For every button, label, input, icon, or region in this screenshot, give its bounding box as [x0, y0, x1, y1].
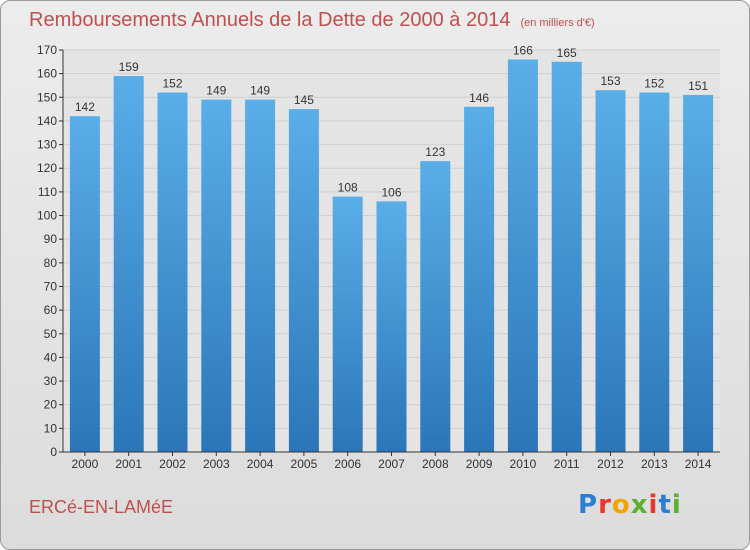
data-label-2008: 123: [425, 145, 445, 159]
bar-2014: [683, 94, 714, 452]
x-tick-label: 2010: [510, 457, 537, 471]
x-tick-label: 2014: [685, 457, 712, 471]
chart-title: Remboursements Annuels de la Dette de 20…: [29, 9, 595, 32]
logo-letter: o: [611, 490, 631, 520]
x-tick-label: 2011: [554, 457, 580, 471]
logo-letter: i: [671, 490, 682, 520]
x-tick-label: 2007: [378, 457, 405, 471]
bar-2000: [69, 116, 100, 452]
logo-letter: t: [658, 490, 672, 520]
bar-2005: [288, 109, 319, 452]
logo-letter: r: [598, 490, 612, 520]
logo-letter: i: [648, 490, 659, 520]
x-tick-label: 2005: [291, 457, 318, 471]
y-tick-label: 40: [44, 350, 58, 364]
data-label-2009: 146: [469, 91, 489, 105]
x-tick-label: 2002: [159, 457, 186, 471]
bar-2002: [157, 92, 188, 453]
x-tick-label: 2009: [466, 457, 493, 471]
commune-name: ERCé-EN-LAMéE: [29, 497, 174, 517]
data-label-2013: 152: [644, 77, 664, 91]
y-tick-label: 60: [44, 303, 58, 317]
bar-2001: [113, 76, 144, 452]
x-tick-label: 2001: [115, 457, 142, 471]
bar-2007: [376, 201, 407, 452]
data-label-2001: 159: [119, 60, 139, 74]
data-label-2007: 106: [381, 185, 401, 199]
y-tick-label: 30: [44, 374, 58, 388]
y-tick-label: 90: [44, 232, 58, 246]
x-tick-label: 2012: [597, 457, 624, 471]
y-tick-label: 100: [37, 209, 57, 223]
x-tick-label: 2004: [247, 457, 274, 471]
data-labels: 142 159 152 149 149 145 108 106 123 146 166 165 153 1…: [75, 43, 709, 199]
x-tick-label: 2008: [422, 457, 449, 471]
x-tick-label: 2003: [203, 457, 230, 471]
y-tick-label: 110: [38, 185, 57, 199]
bars: [69, 59, 714, 453]
x-tick-label: 2013: [641, 457, 668, 471]
y-tick-label: 0: [50, 445, 57, 459]
data-label-2010: 166: [513, 43, 533, 57]
bar-2006: [332, 196, 363, 452]
bar-2009: [464, 106, 495, 453]
bar-2003: [201, 99, 232, 453]
y-tick-label: 50: [44, 327, 58, 341]
y-tick-label: 140: [37, 114, 57, 128]
chart-unit: (en milliers d'€): [520, 17, 595, 29]
bar-2004: [245, 99, 276, 453]
y-tick-label: 70: [44, 279, 58, 293]
y-tick-label: 150: [37, 90, 57, 104]
bar-2013: [639, 92, 670, 453]
y-tick-label: 120: [37, 161, 57, 175]
y-tick-label: 170: [37, 43, 57, 57]
data-label-2011: 165: [557, 46, 577, 60]
data-label-2004: 149: [250, 84, 270, 98]
data-label-2012: 153: [600, 74, 620, 88]
x-tick-label: 2006: [334, 457, 361, 471]
data-label-2003: 149: [206, 84, 226, 98]
y-tick-label: 20: [44, 398, 58, 412]
bar-2010: [507, 59, 538, 452]
data-label-2002: 152: [162, 77, 182, 91]
data-label-2000: 142: [75, 100, 95, 114]
data-label-2005: 145: [294, 93, 314, 107]
y-tick-label: 80: [44, 256, 58, 270]
y-tick-label: 160: [37, 67, 57, 81]
bar-2008: [420, 161, 451, 452]
proxiti-logo: Proxiti: [578, 490, 682, 520]
logo-letter: P: [578, 490, 599, 520]
x-tick-label: 2000: [72, 457, 99, 471]
bar-2012: [595, 90, 626, 452]
data-label-2014: 151: [688, 79, 708, 93]
axes: 0 10 20 30 40 50 60 70 80 90 100 110 120 130 140 150 160…: [37, 43, 720, 471]
chart-title-text: Remboursements Annuels de la Dette de 20…: [29, 9, 511, 31]
y-tick-label: 10: [44, 421, 58, 435]
logo-letter: x: [630, 490, 649, 520]
y-tick-label: 130: [37, 138, 57, 152]
bar-2011: [551, 61, 582, 453]
data-label-2006: 108: [338, 181, 358, 195]
